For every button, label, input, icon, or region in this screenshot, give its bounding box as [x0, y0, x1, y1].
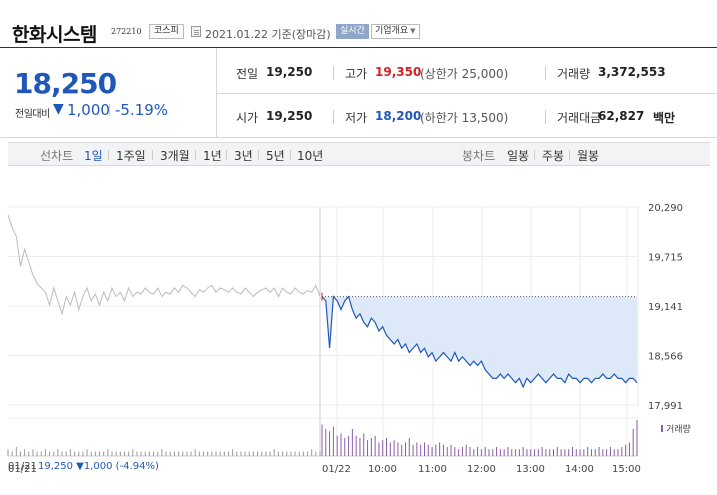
chevron-down-icon: ▼	[410, 27, 416, 35]
tab-1d[interactable]: 1일	[84, 149, 103, 163]
tab-divider	[226, 150, 227, 160]
company-overview-label: 기업개요	[375, 26, 409, 36]
change-value: 1,000	[67, 101, 110, 119]
tab-1w[interactable]: 1주일	[116, 149, 146, 163]
x-tick-label: 01/22	[322, 464, 351, 475]
tab-daily-candle[interactable]: 일봉	[507, 149, 530, 163]
stock-code: 272210	[111, 27, 142, 36]
today-price-line	[321, 295, 638, 389]
tab-3m[interactable]: 3개월	[160, 149, 190, 163]
volume-legend-label: 거래량	[666, 423, 691, 435]
turnover-unit: 백만	[653, 111, 676, 125]
y-tick-label: 19,141	[648, 302, 683, 313]
y-tick-label: 17,991	[648, 401, 683, 412]
live-button[interactable]: 실시간	[336, 24, 369, 39]
line-chart-label: 선차트	[40, 149, 74, 163]
intraday-price-chart: 20,290 19,715 19,141 18,566 17,991 01/21 01/22…	[7, 203, 691, 475]
open-label: 시가	[236, 111, 259, 125]
low-label: 저가	[345, 111, 368, 125]
tab-divider	[290, 150, 291, 160]
tab-divider	[258, 150, 259, 160]
tab-3y[interactable]: 3년	[234, 149, 253, 163]
cell-divider	[333, 66, 334, 80]
stock-header: 한화시스템 272210 코스피 2021.01.22 기준(장마감) 실시간 …	[0, 0, 717, 48]
price-summary: 18,250 전일대비 ▼ 1,000 -5.19% 전일 19,250 고가 …	[0, 48, 717, 138]
x-tick-label: 11:00	[418, 464, 447, 475]
prev-close-value: 19,250	[266, 65, 313, 79]
volume-value: 3,372,553	[598, 65, 666, 79]
summary-row-divider	[216, 93, 717, 94]
upper-limit: (상한가 25,000)	[420, 67, 509, 81]
chart-period-tabs: 선차트 1일 1주일 3개월 1년 3년 5년 10년 봉차트 일봉 주봉 월봉	[8, 142, 710, 166]
base-date: 2021.01.22 기준(장마감)	[205, 28, 331, 41]
change-label: 전일대비	[15, 109, 50, 120]
prev-close-label: 전일	[236, 67, 259, 81]
prev-day-line	[7, 214, 321, 316]
prev-day-footer-summary: 19,250 ▼1,000 (-4.94%)	[38, 461, 159, 472]
x-tick-label: 12:00	[467, 464, 496, 475]
y-tick-label: 18,566	[648, 351, 683, 362]
low-value: 18,200	[375, 109, 422, 123]
volume-label: 거래량	[557, 67, 591, 81]
y-tick-label: 19,715	[648, 253, 683, 264]
tab-divider	[108, 150, 109, 160]
prev-day-footer-date: 01/21	[8, 461, 37, 472]
down-arrow-icon: ▼	[53, 101, 64, 117]
header-divider	[0, 47, 717, 48]
cell-divider	[545, 66, 546, 80]
tab-1y[interactable]: 1년	[203, 149, 222, 163]
x-tick-label: 13:00	[516, 464, 545, 475]
company-overview-dropdown[interactable]: 기업개요 ▼	[371, 24, 420, 39]
cell-divider	[333, 110, 334, 124]
lower-limit: (하한가 13,500)	[420, 111, 509, 125]
stock-name: 한화시스템	[12, 24, 97, 46]
x-tick-label: 15:00	[612, 464, 641, 475]
tab-divider	[534, 150, 535, 160]
tab-weekly-candle[interactable]: 주봉	[542, 149, 565, 163]
open-value: 19,250	[266, 109, 313, 123]
tab-divider	[152, 150, 153, 160]
calendar-icon	[191, 26, 201, 37]
current-price: 18,250	[14, 67, 117, 100]
x-tick-label: 01/21	[8, 464, 37, 475]
tab-5y[interactable]: 5년	[266, 149, 285, 163]
x-tick-label: 10:00	[368, 464, 397, 475]
change-percent: -5.19%	[115, 101, 169, 119]
tab-divider	[569, 150, 570, 160]
tab-divider	[195, 150, 196, 160]
volume-legend-swatch	[661, 425, 663, 432]
x-tick-label: 14:00	[565, 464, 594, 475]
high-value: 19,350	[375, 65, 422, 79]
market-badge: 코스피	[149, 24, 184, 39]
tab-monthly-candle[interactable]: 월봉	[577, 149, 600, 163]
turnover-label: 거래대금	[557, 111, 602, 125]
turnover-value: 62,827	[598, 109, 645, 123]
y-tick-label: 20,290	[648, 203, 683, 214]
cell-divider	[545, 110, 546, 124]
high-label: 고가	[345, 67, 368, 81]
tab-10y[interactable]: 10년	[297, 149, 324, 163]
candle-chart-label: 봉차트	[462, 149, 496, 163]
below-prev-close-area	[322, 296, 637, 387]
change-divider	[109, 104, 110, 116]
